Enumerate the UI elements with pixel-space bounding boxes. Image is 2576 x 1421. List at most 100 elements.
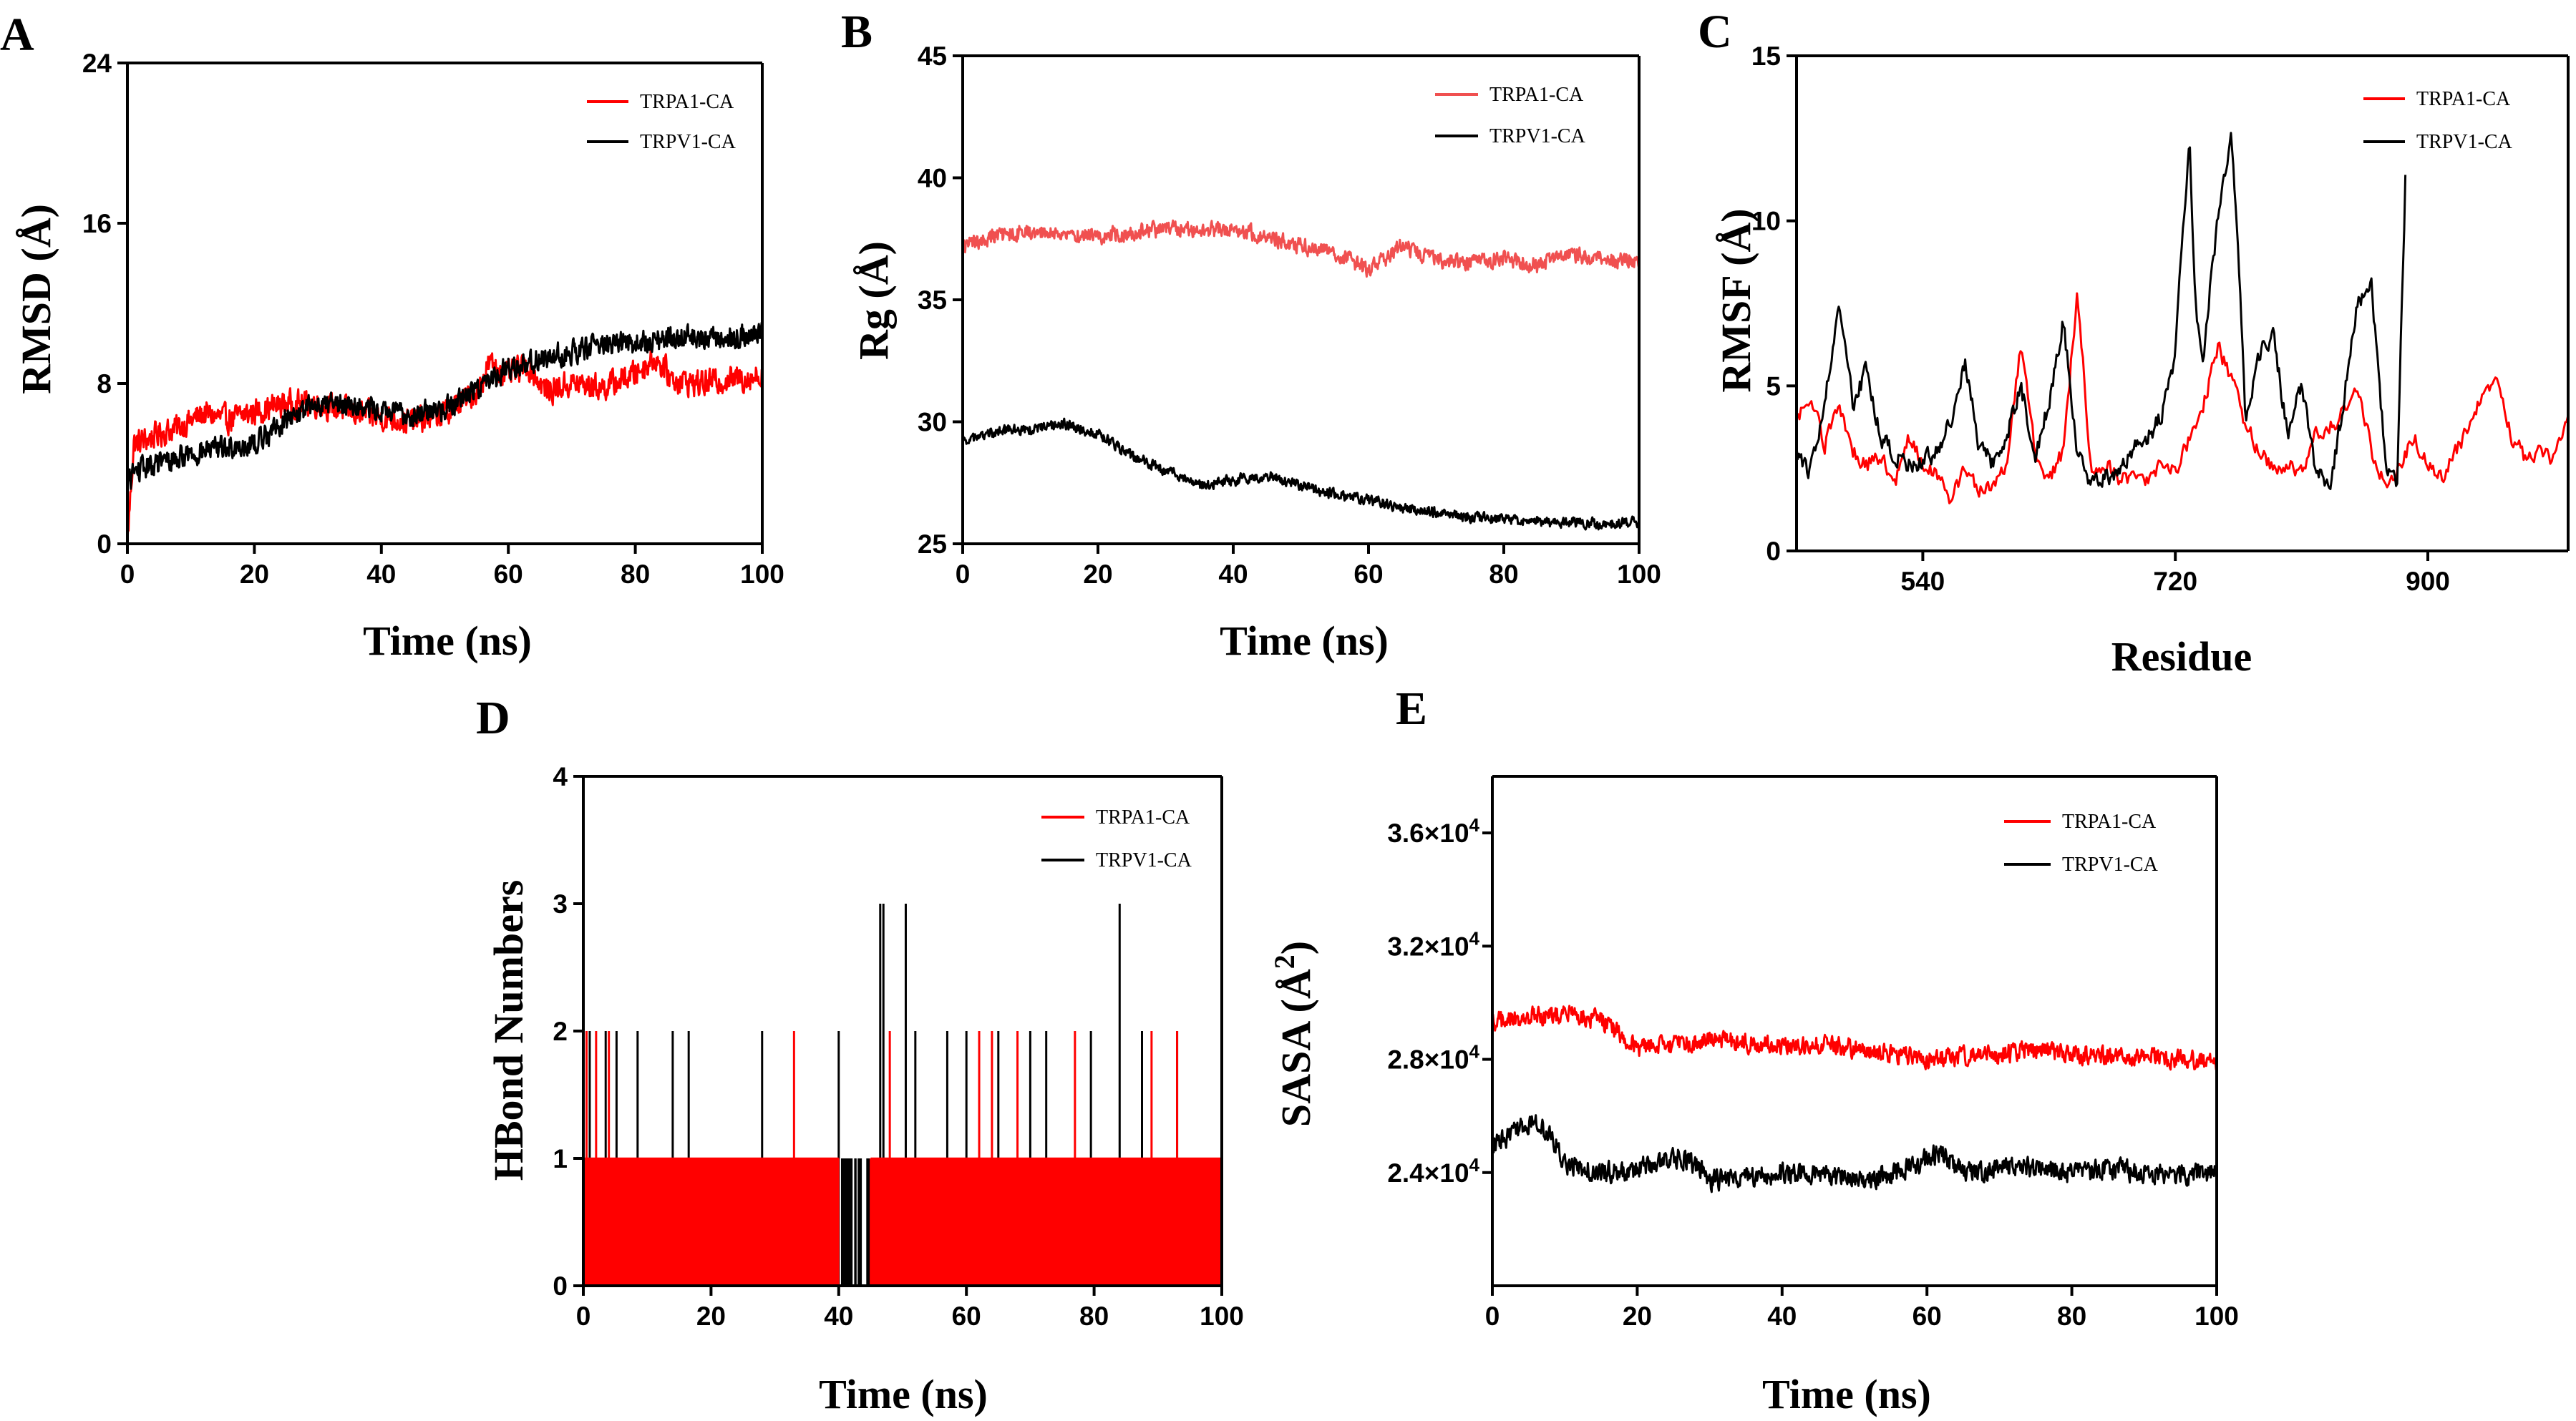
x-tick-label: 100 <box>1200 1302 1244 1331</box>
x-tick-label: 20 <box>696 1302 726 1331</box>
x-tick-label: 100 <box>1617 560 1661 589</box>
x-tick-label: 0 <box>576 1302 591 1331</box>
y-tick-exponent: 4 <box>1469 814 1480 836</box>
x-tick-label: 100 <box>2195 1302 2239 1331</box>
x-tick-label: 40 <box>366 560 396 589</box>
x-tick-label: 0 <box>956 560 971 589</box>
series-trpv1-ca <box>126 321 764 490</box>
legend-label: TRPA1-CA <box>1096 806 1190 829</box>
x-tick-label: 40 <box>1218 560 1248 589</box>
x-tick-label: 20 <box>1623 1302 1652 1331</box>
legend-label: TRPA1-CA <box>2062 811 2157 833</box>
x-axis-title-d: Time (ns) <box>819 1371 988 1417</box>
legend-label: TRPV1-CA <box>640 131 737 153</box>
x-tick-label: 60 <box>1353 560 1383 589</box>
y-tick-label: 0 <box>1766 537 1781 566</box>
x-tick-label: 40 <box>1767 1302 1797 1331</box>
series-trpv1-ca <box>1491 1114 2218 1193</box>
series-line-trpv1-ca <box>126 321 764 490</box>
legend: TRPA1-CA TRPV1-CA <box>1041 806 1192 871</box>
x-tick-label: 40 <box>824 1302 853 1331</box>
y-tick-label: 30 <box>918 408 947 437</box>
x-tick-label: 0 <box>120 560 135 589</box>
y-tick-label: 2 <box>553 1017 568 1046</box>
y-tick-label: 3.6×104 <box>1387 814 1479 848</box>
legend-label: TRPA1-CA <box>2416 88 2511 110</box>
x-axis-title-b: Time (ns) <box>1220 617 1389 664</box>
series-trpv1-ca <box>961 417 1641 531</box>
y-axis-title-c: RMSF (Å) <box>1713 208 1759 392</box>
legend-label: TRPV1-CA <box>2416 131 2513 153</box>
x-tick-label: 720 <box>2153 567 2197 596</box>
y-tick-label: 16 <box>82 209 112 238</box>
y-tick-label: 0 <box>97 529 112 559</box>
x-tick-label: 20 <box>1083 560 1112 589</box>
legend-label: TRPV1-CA <box>2062 854 2159 876</box>
y-tick-label: 2.4×104 <box>1387 1154 1479 1188</box>
x-tick-label: 60 <box>1912 1302 1942 1331</box>
panel-label-e: E <box>1396 683 1427 735</box>
panel-label-c: C <box>1698 6 1732 58</box>
x-tick-label: 80 <box>2057 1302 2086 1331</box>
y-tick-label: 15 <box>1751 41 1781 71</box>
panel-label-a: A <box>0 9 34 61</box>
x-tick-label: 900 <box>2406 567 2450 596</box>
x-tick-label: 540 <box>1901 567 1945 596</box>
y-tick-label: 10 <box>1751 207 1781 236</box>
x-tick-label: 80 <box>1489 560 1518 589</box>
series-trpa1-ca <box>1796 292 2570 504</box>
y-tick-label: 4 <box>553 762 568 791</box>
x-tick-label: 0 <box>1485 1302 1500 1331</box>
y-tick-label: 35 <box>918 285 947 315</box>
series-line-trpa1-ca <box>1491 1005 2218 1071</box>
hbond-base-trpa1-ca <box>582 1157 1223 1286</box>
y-axis-title-e: SASA (Å2) <box>1268 941 1320 1127</box>
legend-label: TRPA1-CA <box>640 91 734 113</box>
y-tick-label: 3 <box>553 889 568 919</box>
series-trpv1-ca <box>1795 132 2407 490</box>
series-line-trpv1-ca <box>1491 1114 2218 1193</box>
y-axis-title-d: HBond Numbers <box>485 880 532 1181</box>
series-line-trpv1-ca <box>1795 132 2407 490</box>
y-tick-label: 40 <box>918 164 947 193</box>
series-line-trpv1-ca <box>961 417 1641 531</box>
series-trpa1-ca <box>1491 1005 2218 1071</box>
panel-a-rmsd: A 0 20 40 60 80 100 0 8 16 24 TRPA1-CA TRPV1-CA Tim… <box>0 9 784 664</box>
series-trpa1-ca <box>961 219 1641 278</box>
x-tick-label: 100 <box>740 560 784 589</box>
y-tick-label: 0 <box>553 1271 568 1301</box>
y-tick-label: 8 <box>97 369 112 399</box>
panel-label-b: B <box>841 6 873 58</box>
x-tick-label: 80 <box>1079 1302 1109 1331</box>
series-line-trpa1-ca <box>126 346 764 545</box>
y-tick-label: 5 <box>1766 371 1781 401</box>
y-tick-label: 3.2×104 <box>1387 927 1479 961</box>
panel-b-rg: B 0 20 40 60 80 100 25 30 35 40 45 TRPA1-CA TRPV1-CA… <box>841 6 1661 664</box>
legend-label: TRPA1-CA <box>1489 84 1584 106</box>
x-tick-label: 60 <box>494 560 523 589</box>
x-tick-label: 60 <box>952 1302 981 1331</box>
y-tick-exponent: 4 <box>1469 1154 1480 1176</box>
y-tick-label: 1 <box>553 1144 568 1173</box>
legend-label: TRPV1-CA <box>1489 125 1586 147</box>
y-axis-title-a: RMSD (Å) <box>13 204 59 394</box>
x-tick-label: 20 <box>240 560 269 589</box>
legend: TRPA1-CA TRPV1-CA <box>587 91 737 153</box>
series-line-trpa1-ca <box>961 219 1641 278</box>
x-axis-title-a: Time (ns) <box>363 617 532 664</box>
series-line-trpa1-ca <box>1796 292 2570 504</box>
y-axis-title-b: Rg (Å) <box>850 241 897 360</box>
x-tick-label: 80 <box>621 560 650 589</box>
series-trpa1-ca <box>582 1031 1223 1286</box>
y-tick-label: 25 <box>918 529 947 559</box>
panel-label-d: D <box>476 692 510 744</box>
y-tick-label: 2.8×104 <box>1387 1041 1479 1075</box>
y-tick-label: 24 <box>82 49 112 78</box>
legend-label: TRPV1-CA <box>1096 849 1192 871</box>
x-axis-title-e: Time (ns) <box>1762 1371 1931 1417</box>
y-tick-exponent: 4 <box>1469 1041 1480 1063</box>
panel-e-sasa: E 0 20 40 60 80 100 2.4×104 2.8×104 3.2×104 3.6×1… <box>1268 683 2239 1417</box>
panel-c-rmsf: C 540 720 900 0 5 10 15 TRPA1-CA TRPV1-CA Residu… <box>1698 6 2570 680</box>
series-trpa1-ca <box>126 346 764 545</box>
